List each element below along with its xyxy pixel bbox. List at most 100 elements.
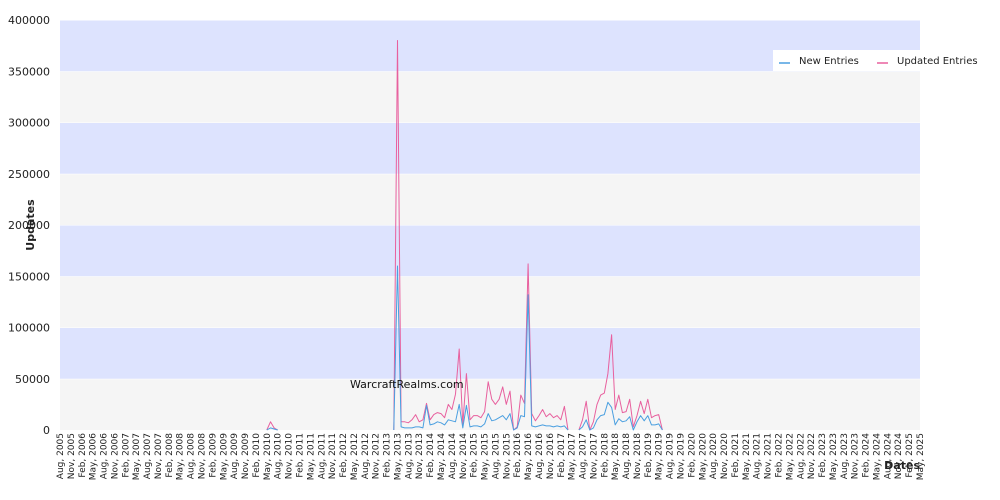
x-tick-label: May, 2018	[611, 433, 621, 481]
x-tick-label: Nov, 2020	[720, 433, 730, 479]
x-tick-label: Feb, 2011	[295, 433, 305, 478]
x-tick-label: May, 2022	[785, 433, 795, 480]
x-tick-label: May, 2023	[829, 433, 839, 480]
grid-band	[60, 173, 920, 225]
x-tick-label: Aug, 2022	[796, 433, 806, 479]
x-tick-label: Feb, 2014	[426, 433, 436, 478]
x-tick-label: May, 2024	[872, 433, 882, 481]
x-tick-label: Feb, 2010	[252, 433, 262, 478]
x-tick-label: Nov, 2019	[677, 433, 687, 479]
x-tick-label: Nov, 2018	[633, 433, 643, 479]
legend-label: New Entries	[799, 56, 859, 67]
y-tick-label: 300000	[8, 117, 50, 130]
x-tick-label: Feb, 2023	[818, 433, 828, 478]
x-tick-label: Nov, 2017	[589, 433, 599, 479]
series-line-updated-entries	[266, 40, 663, 431]
x-tick-label: Aug, 2021	[753, 433, 763, 479]
x-tick-label: Feb, 2015	[470, 433, 480, 478]
x-tick-label: May, 2006	[89, 433, 99, 481]
x-tick-label: Nov, 2008	[198, 433, 208, 479]
x-tick-label: May, 2015	[481, 433, 491, 480]
x-tick-label: Nov, 2006	[110, 433, 120, 479]
x-tick-label: Nov, 2007	[154, 433, 164, 479]
grid-band	[60, 225, 920, 277]
x-tick-label: May, 2008	[176, 433, 186, 481]
x-tick-label: Aug, 2008	[187, 433, 197, 479]
x-tick-label: Nov, 2010	[285, 433, 295, 479]
x-tick-label: Nov, 2015	[502, 433, 512, 479]
x-tick-label: Nov, 2009	[241, 433, 251, 479]
x-tick-label: Feb, 2024	[862, 433, 872, 478]
x-tick-label: Nov, 2024	[894, 433, 904, 479]
x-tick-label: Feb, 2009	[208, 433, 218, 478]
x-tick-label: Aug, 2011	[317, 433, 327, 479]
x-tick-label: Aug, 2024	[883, 433, 893, 479]
series-line-new-entries	[266, 265, 663, 431]
x-axis-title: Dates	[884, 459, 920, 472]
y-tick-label: 250000	[8, 168, 50, 181]
y-tick-label: 200000	[8, 219, 50, 232]
y-tick-label: 100000	[8, 322, 50, 335]
x-tick-label: Aug, 2007	[143, 433, 153, 479]
legend: New Entries Updated Entries	[773, 50, 993, 71]
x-tick-label: Feb, 2018	[600, 433, 610, 478]
x-tick-label: Feb, 2016	[513, 433, 523, 478]
grid-band	[60, 327, 920, 379]
x-tick-label: Aug, 2018	[622, 433, 632, 479]
y-tick-label: 50000	[15, 373, 50, 386]
x-tick-label: Feb, 2021	[731, 433, 741, 478]
x-tick-label: Feb, 2008	[165, 433, 175, 478]
grid-band	[60, 276, 920, 328]
watermark: WarcraftRealms.com	[350, 378, 464, 391]
y-tick-label: 0	[43, 424, 50, 437]
y-axis-title: Updates	[24, 199, 37, 251]
y-tick-label: 400000	[8, 14, 50, 27]
x-tick-label: Nov, 2022	[807, 433, 817, 479]
x-tick-label: Aug, 2023	[840, 433, 850, 479]
x-tick-label: Nov, 2021	[764, 433, 774, 479]
x-tick-label: May, 2011	[306, 433, 316, 480]
x-tick-label: May, 2010	[263, 433, 273, 481]
x-tick-label: Feb, 2022	[774, 433, 784, 478]
x-tick-label: Nov, 2023	[851, 433, 861, 479]
grid-band	[60, 71, 920, 123]
x-tick-label: Feb, 2020	[687, 433, 697, 478]
x-tick-label: Nov, 2013	[415, 433, 425, 479]
x-tick-label: Nov, 2014	[459, 433, 469, 479]
legend-box	[773, 50, 993, 71]
x-tick-label: May, 2020	[698, 433, 708, 481]
x-tick-label: May, 2014	[437, 433, 447, 481]
x-tick-label: Aug, 2019	[666, 433, 676, 479]
grid-band	[60, 122, 920, 174]
x-tick-label: Nov, 2005	[67, 433, 77, 479]
x-tick-label: Feb, 2007	[121, 433, 131, 478]
x-tick-label: May, 2017	[568, 433, 578, 480]
legend-label: Updated Entries	[897, 56, 978, 67]
x-tick-label: May, 2021	[742, 433, 752, 480]
x-tick-label: Aug, 2013	[404, 433, 414, 479]
x-tick-label: Aug, 2009	[230, 433, 240, 479]
x-tick-label: Aug, 2005	[56, 433, 66, 479]
x-tick-label: Aug, 2012	[361, 433, 371, 479]
series-lines	[266, 40, 663, 431]
y-tick-label: 350000	[8, 65, 50, 78]
x-axis-ticks: Aug, 2005 Nov, 2005 Feb, 2006 May, 2006 Aug,…	[56, 433, 926, 481]
x-tick-label: Nov, 2011	[328, 433, 338, 479]
x-tick-label: Aug, 2010	[274, 433, 284, 479]
x-tick-label: Feb, 2012	[339, 433, 349, 478]
x-tick-label: May, 2013	[393, 433, 403, 480]
grid-bands	[60, 19, 920, 430]
x-tick-label: Aug, 2017	[579, 433, 589, 479]
grid-band	[60, 378, 920, 430]
x-tick-label: Feb, 2025	[905, 433, 915, 478]
x-tick-label: Aug, 2015	[491, 433, 501, 479]
x-tick-label: May, 2016	[524, 433, 534, 481]
x-tick-label: Feb, 2017	[557, 433, 567, 478]
y-tick-label: 150000	[8, 270, 50, 283]
x-tick-label: May, 2007	[132, 433, 142, 480]
x-tick-label: Nov, 2012	[372, 433, 382, 479]
x-tick-label: Aug, 2014	[448, 433, 458, 479]
x-tick-label: Feb, 2019	[644, 433, 654, 478]
x-tick-label: May, 2009	[219, 433, 229, 481]
